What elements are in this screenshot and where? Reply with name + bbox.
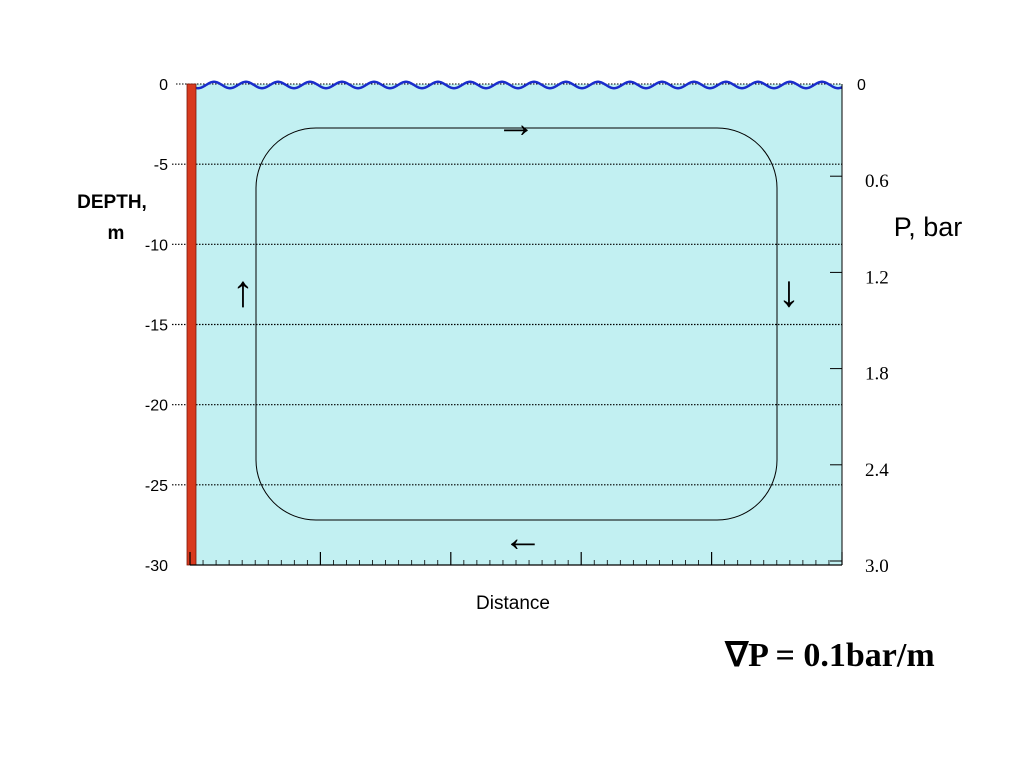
- pressure-tick-label: 1.8: [865, 364, 889, 385]
- x-axis-ticks: [189, 552, 843, 565]
- depth-tick-label: -30: [145, 558, 168, 575]
- pressure-tick-labels: 0.6 1.2 1.8 2.4 3.0: [865, 171, 889, 577]
- depth-tick-labels: 0 -5 -10 -15 -20 -25 -30: [145, 77, 168, 575]
- pressure-axis-ticks: [830, 175, 842, 562]
- pressure-tick-label: 2.4: [865, 460, 889, 481]
- depth-axis-title-line1: DEPTH,: [77, 192, 147, 213]
- flow-arrow-right: ↓: [778, 267, 800, 316]
- pressure-tick-label: 1.2: [865, 267, 889, 288]
- pressure-tick-label: 0.6: [865, 171, 889, 192]
- depth-tick-label: -10: [145, 237, 168, 254]
- depth-tick-label: -25: [145, 478, 168, 495]
- water-body: [190, 84, 842, 565]
- depth-tick-label: -20: [145, 398, 168, 415]
- pressure-axis-title: P, bar: [894, 212, 963, 242]
- depth-tick-label: -15: [145, 318, 168, 335]
- depth-tick-label: 0: [159, 77, 168, 94]
- flow-arrow-bottom: ←: [503, 515, 543, 560]
- flow-arrow-left: ↑: [232, 267, 254, 316]
- depth-tick-label: -5: [154, 157, 168, 174]
- circulation-loop: [255, 127, 778, 521]
- container-wall: [186, 83, 197, 566]
- depth-axis-title-line2: m: [108, 223, 125, 244]
- pressure-top-label: 0: [857, 77, 866, 94]
- flow-arrow-top: →: [496, 101, 536, 146]
- water-surface-wave: [189, 80, 843, 90]
- pressure-gradient-equation: ∇P = 0.1bar/m: [724, 637, 934, 674]
- x-axis-title: Distance: [476, 593, 550, 614]
- pressure-tick-label: 3.0: [865, 556, 889, 577]
